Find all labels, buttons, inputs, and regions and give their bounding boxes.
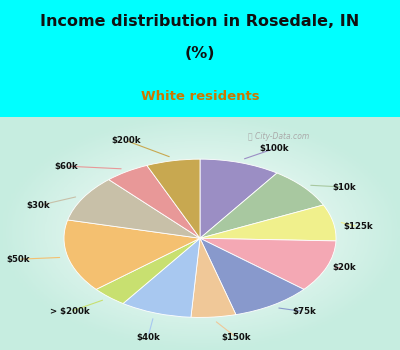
Wedge shape <box>147 159 200 238</box>
Text: $50k: $50k <box>6 255 30 264</box>
Text: (%): (%) <box>185 47 215 62</box>
Text: $75k: $75k <box>292 307 316 316</box>
Text: $40k: $40k <box>136 333 160 342</box>
Wedge shape <box>64 220 200 289</box>
Wedge shape <box>200 173 323 238</box>
Wedge shape <box>200 205 336 241</box>
Wedge shape <box>68 180 200 238</box>
Text: > $200k: > $200k <box>50 307 90 316</box>
Text: $150k: $150k <box>221 333 251 342</box>
Wedge shape <box>123 238 200 317</box>
Text: $60k: $60k <box>54 162 78 171</box>
Wedge shape <box>109 166 200 238</box>
Text: $10k: $10k <box>332 183 356 191</box>
Wedge shape <box>200 159 277 238</box>
Wedge shape <box>96 238 200 303</box>
Wedge shape <box>200 238 304 315</box>
Text: $200k: $200k <box>111 136 141 145</box>
Wedge shape <box>191 238 236 317</box>
Text: $20k: $20k <box>332 263 356 272</box>
Text: $30k: $30k <box>26 201 50 210</box>
Text: White residents: White residents <box>141 90 259 103</box>
Text: ⓘ City-Data.com: ⓘ City-Data.com <box>248 132 309 141</box>
Text: $100k: $100k <box>259 144 289 153</box>
Text: Income distribution in Rosedale, IN: Income distribution in Rosedale, IN <box>40 14 360 29</box>
Wedge shape <box>200 238 336 289</box>
Text: $125k: $125k <box>343 222 373 231</box>
